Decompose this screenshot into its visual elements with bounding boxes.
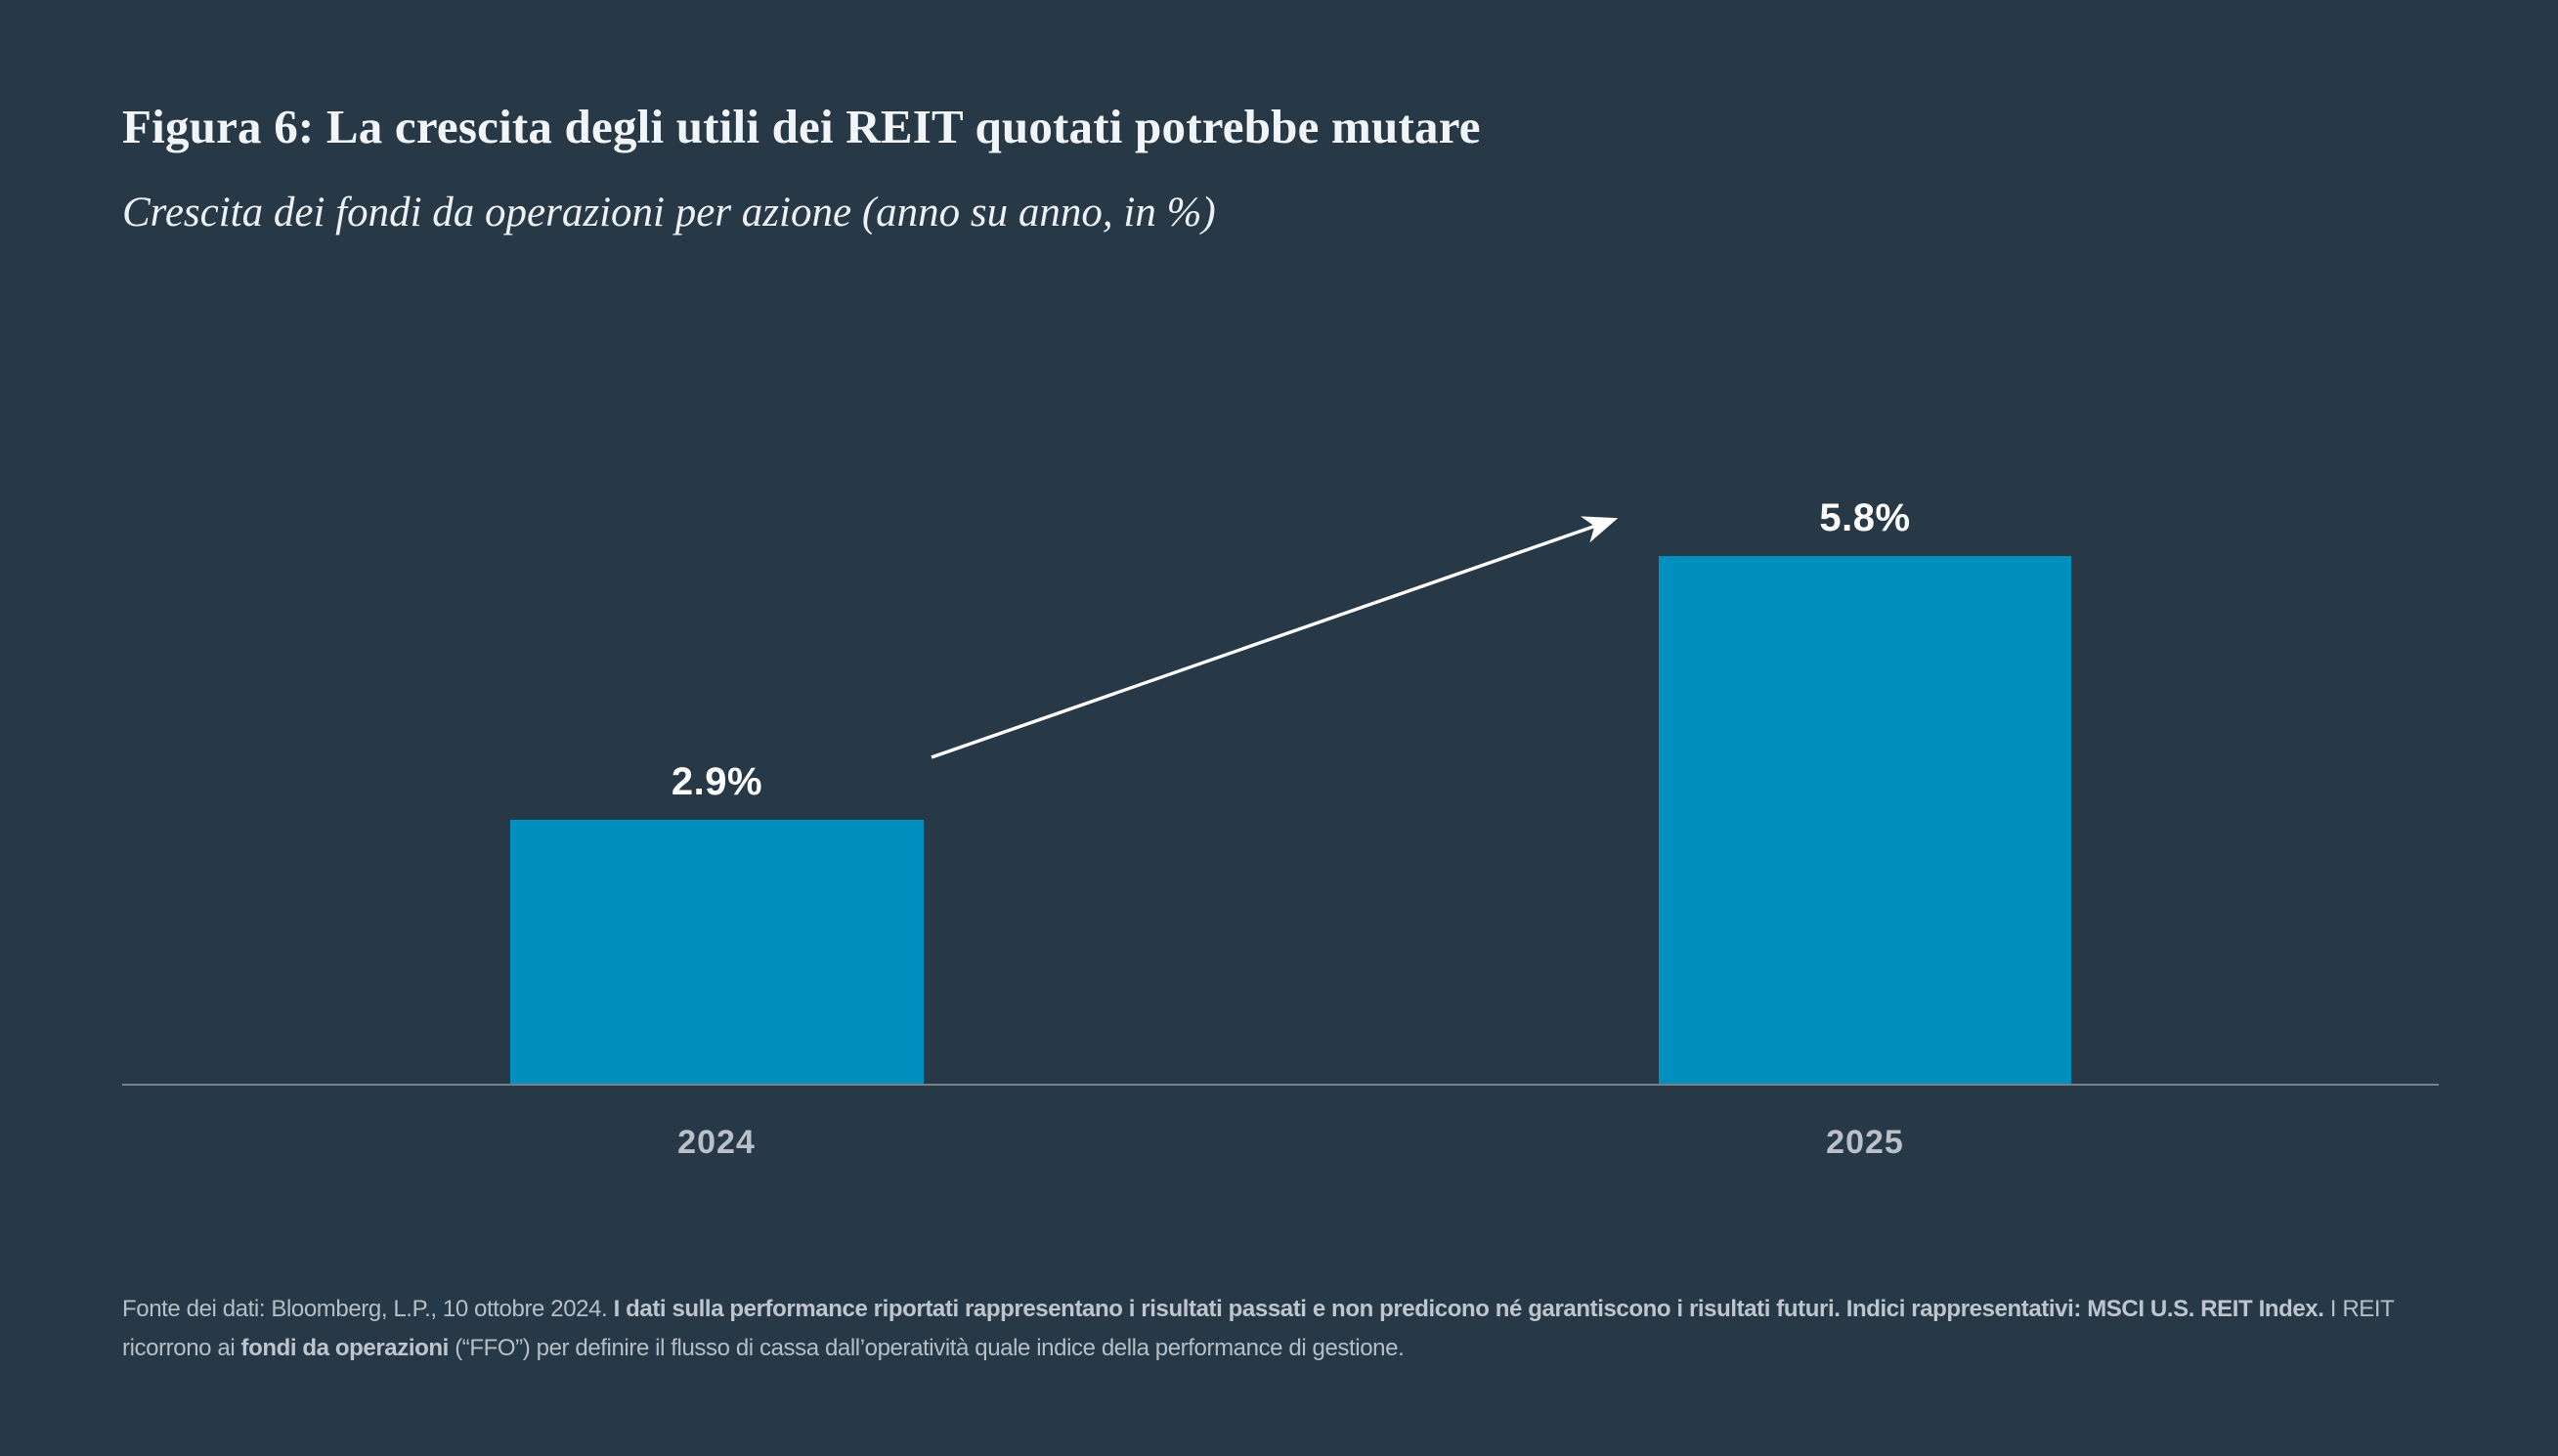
figure-subtitle: Crescita dei fondi da operazioni per azi… — [122, 190, 1216, 236]
source-footnote: Fonte dei dati: Bloomberg, L.P., 10 otto… — [122, 1290, 2441, 1368]
footnote-ffo-bold: fondi da operazioni — [240, 1335, 450, 1361]
figure-title: Figura 6: La crescita degli utili dei RE… — [122, 100, 1481, 153]
bar-value-label-2024: 2.9% — [671, 760, 763, 803]
footnote-source-text: Fonte dei dati: Bloomberg, L.P., 10 otto… — [122, 1296, 614, 1322]
x-axis-label-2025: 2025 — [1826, 1124, 1904, 1161]
footnote-reit-text: I REIT ricorrono ai — [122, 1296, 2394, 1361]
bar-group-2024: 2.9% — [510, 760, 924, 1085]
x-axis-label-2024: 2024 — [677, 1124, 756, 1161]
footnote-disclaimer-bold: I dati sulla performance riportati rappr… — [613, 1296, 2324, 1322]
bar-2025 — [1659, 556, 2071, 1085]
bar-group-2025: 5.8% — [1659, 496, 2071, 1085]
footnote-ffo-definition: (“FFO”) per definire il flusso di cassa … — [448, 1335, 1405, 1361]
x-axis-line — [122, 1084, 2439, 1086]
bar-value-label-2025: 5.8% — [1819, 496, 1911, 539]
bar-2024 — [510, 820, 924, 1085]
